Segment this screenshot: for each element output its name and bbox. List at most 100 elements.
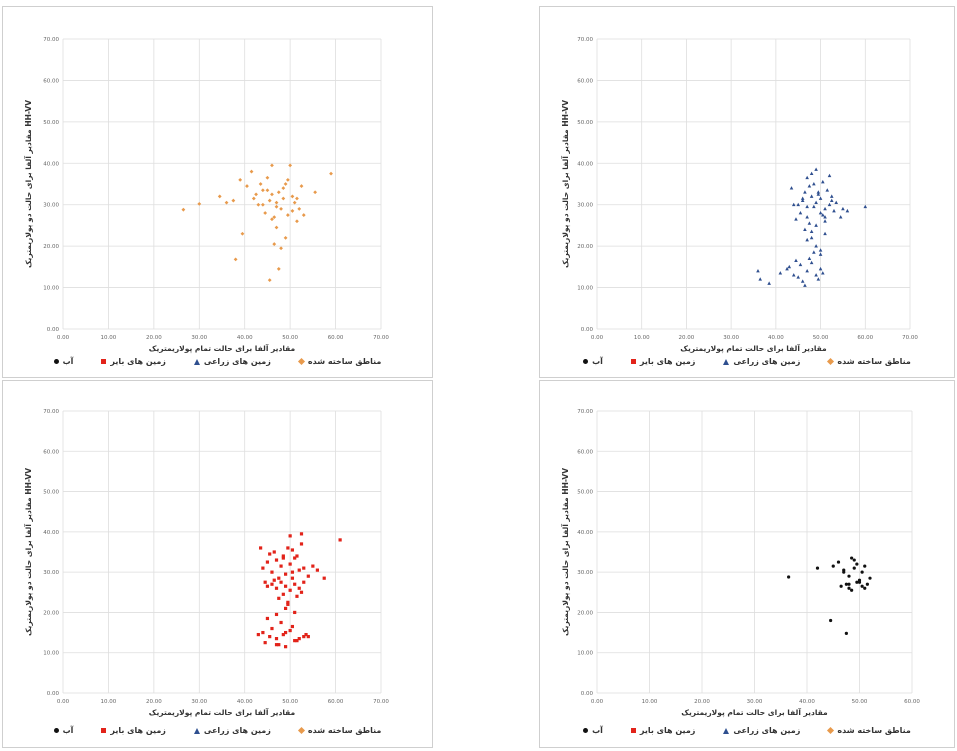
y-tick-label: 10.00 [43,286,59,292]
data-point-series-2 [268,635,272,639]
data-point-series-0 [251,196,256,201]
data-point-series-0 [329,171,333,176]
data-point-series-1 [834,200,839,205]
data-point-series-3 [815,566,820,570]
data-point-series-0 [245,184,249,188]
data-point-series-0 [260,202,265,207]
data-point-series-2 [281,554,285,558]
data-point-series-1 [823,215,827,219]
data-point-series-0 [295,219,299,224]
x-tick-label: 40.00 [768,335,784,341]
data-point-series-2 [306,574,310,578]
data-point-series-2 [281,592,285,596]
legend-label: زمین های بایر [110,726,166,735]
data-point-series-1 [823,206,827,211]
data-point-series-2 [256,632,260,637]
data-point-series-2 [290,576,295,580]
legend-swatch [53,359,59,364]
data-point-series-2 [297,586,301,590]
y-tick-label: 50.00 [577,490,593,496]
data-point-series-2 [302,566,306,570]
x-tick-label: 10.00 [101,699,117,705]
data-point-series-2 [279,564,283,568]
data-point-series-2 [274,558,279,562]
data-point-series-1 [841,206,845,211]
data-point-series-2 [288,588,292,592]
legend-swatch [101,359,107,364]
x-tick-label: 10.00 [101,335,117,341]
x-tick-label: 60.00 [328,699,344,705]
data-point-series-1 [818,211,823,215]
legend-swatch [827,357,835,366]
data-point-series-2 [279,580,283,584]
data-point-series-1 [821,213,825,217]
data-point-series-2 [263,641,267,645]
chart-legend: مناطق ساخته شده زمین های زراعی زمین های با… [540,726,954,735]
legend-swatch [630,359,636,364]
data-point-series-3 [847,582,851,586]
x-tick-label: 20.00 [694,699,710,705]
y-tick-label: 60.00 [577,78,593,84]
data-point-series-0 [267,278,272,283]
legend-swatch [630,728,636,733]
data-point-series-3 [847,574,851,578]
legend-swatch [827,726,835,735]
data-point-series-0 [272,242,277,246]
data-point-series-3 [855,562,859,566]
data-point-series-1 [807,221,812,225]
data-point-series-3 [844,582,848,586]
data-point-series-3 [865,582,869,586]
data-point-series-1 [812,204,816,209]
data-point-series-0 [283,235,288,240]
x-tick-label: 0.00 [591,335,604,341]
data-point-series-1 [818,196,823,200]
y-tick-label: 60.00 [577,449,593,455]
data-point-series-2 [284,572,288,576]
data-point-series-0 [197,201,202,206]
chart-svg: 0.00 10.00 20.00 30.00 40.00 50.00 60.00 70.00 0… [23,409,389,717]
data-point-series-3 [839,584,843,588]
y-tick-label: 30.00 [43,570,59,576]
data-point-series-0 [288,163,293,168]
y-tick-label: 40.00 [577,161,593,167]
legend-swatch [53,728,59,733]
x-tick-label: 0.00 [591,699,604,705]
x-tick-label: 40.00 [799,699,815,705]
data-point-series-3 [852,558,856,562]
data-point-series-1 [818,266,823,271]
x-tick-label: 70.00 [902,335,918,341]
x-tick-label: 10.00 [634,335,650,341]
data-point-series-1 [818,248,823,252]
x-tick-label: 0.00 [57,335,70,341]
legend-item: مناطق ساخته شده [297,357,381,366]
x-tick-label: 50.00 [852,699,868,705]
data-point-series-2 [299,532,304,536]
y-axis-title: مقادیر آلفا برای حالت دو پولاریمتریک HH-… [560,468,570,636]
y-tick-label: 10.00 [43,651,59,657]
y-tick-label: 70.00 [577,409,593,415]
legend-swatch [297,357,305,366]
x-tick-label: 40.00 [237,699,253,705]
data-point-series-0 [233,257,238,262]
chart-legend: مناطق ساخته شده زمین های زراعی زمین های با… [540,357,954,366]
data-point-series-2 [315,568,319,572]
y-tick-label: 50.00 [577,120,593,126]
data-point-series-3 [850,556,854,560]
data-point-series-2 [284,630,288,635]
data-point-series-0 [281,196,286,201]
chart-svg: 0.00 10.00 20.00 30.00 40.00 50.00 60.00 70.00 0… [23,37,389,353]
data-point-series-0 [285,177,290,182]
y-tick-label: 10.00 [577,651,593,657]
data-point-series-0 [181,207,186,212]
legend-swatch [583,728,589,733]
data-point-series-2 [302,635,306,639]
data-point-series-0 [272,215,277,220]
data-point-series-1 [794,217,798,221]
legend-item: زمین های بایر [630,357,695,366]
legend-swatch [193,358,200,365]
data-point-series-1 [803,283,807,287]
y-tick-label: 60.00 [43,449,59,455]
data-point-series-0 [290,209,295,213]
data-point-series-2 [297,637,301,641]
legend-swatch [723,358,730,365]
